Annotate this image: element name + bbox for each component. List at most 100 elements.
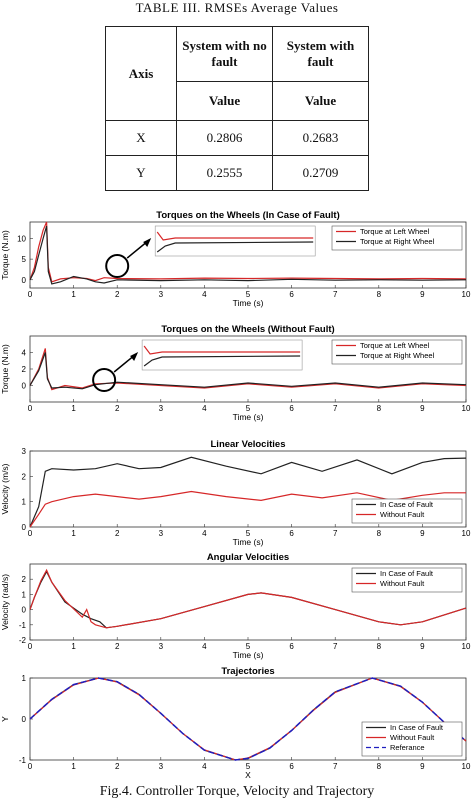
legend-label: Torque at Left Wheel [360,227,430,236]
y-tick-label: 0 [22,606,27,615]
x-tick-label: 6 [289,642,294,651]
zoom-arrowhead [130,352,139,361]
y-tick-label: 2 [22,575,27,584]
zoom-circle-marker [105,254,130,278]
zoom-inset [154,225,316,257]
x-tick-label: 0 [28,762,33,771]
header-axis: Axis [105,26,177,121]
y-tick-label: 1 [22,674,27,683]
x-tick-label: 7 [333,404,338,413]
legend-label: Torque at Left Wheel [360,341,430,350]
x-tick-label: 7 [333,290,338,299]
series-line-1 [29,352,467,390]
legend-box [351,567,463,593]
y-tick-label: 4 [22,349,27,358]
x-tick-label: 9 [420,642,425,651]
y-tick-label: 1 [22,498,27,507]
x-tick-label: 1 [71,642,76,651]
inset-line-right [143,355,301,367]
legend-label: Without Fault [390,733,435,742]
y-axis-label: Torque (N.m) [0,230,10,280]
x-tick-label: 7 [333,529,338,538]
header-fault: System with fault [272,26,369,82]
legend-label: Torque at Right Wheel [360,351,435,360]
header-no-fault: System with no fault [176,26,273,82]
x-tick-label: 6 [289,529,294,538]
x-tick-label: 1 [71,290,76,299]
inset-line-right [156,241,314,253]
legend-label: Torque at Right Wheel [360,237,435,246]
legend-label: In Case of Fault [380,500,434,509]
x-tick-label: 2 [115,529,120,538]
y-tick-label: -1 [19,756,27,765]
row-axis-y: Y [105,155,177,191]
x-tick-label: 5 [246,529,251,538]
x-tick-label: 3 [159,529,164,538]
chart-title: Linear Velocities [211,439,286,450]
x-tick-label: 2 [115,762,120,771]
x-tick-label: 0 [28,290,33,299]
x-tick-label: 8 [377,404,382,413]
y-tick-label: 0 [22,382,27,391]
legend-box [351,498,463,524]
x-tick-label: 0 [28,404,33,413]
x-tick-label: 5 [246,642,251,651]
x-tick-label: 4 [202,404,207,413]
x-tick-label: 10 [462,290,471,299]
row-x-fault: 0.2683 [272,120,369,156]
x-tick-label: 2 [115,642,120,651]
x-tick-label: 10 [462,642,471,651]
x-axis-label: Time (s) [233,650,264,660]
y-tick-label: 0 [22,523,27,532]
y-axis-label: Y [0,716,10,722]
x-tick-label: 10 [462,404,471,413]
torque-fault-chart: Torques on the Wheels (In Case of Fault)… [0,210,471,308]
x-tick-label: 4 [202,529,207,538]
x-tick-label: 2 [115,404,120,413]
x-tick-label: 8 [377,762,382,771]
x-tick-label: 7 [333,762,338,771]
row-axis-x: X [105,120,177,156]
inset-line-left [143,345,301,355]
x-tick-label: 10 [462,762,471,771]
series-line-0 [29,456,467,528]
legend-label: Referance [390,743,425,752]
x-tick-label: 9 [420,762,425,771]
y-tick-label: -1 [19,621,27,630]
x-tick-label: 4 [202,762,207,771]
linear-velocity-chart: Linear Velocities 0 1 2 3 4 5 6 7 8 9 10 0 1 2 3 Time (s… [0,439,471,547]
x-axis-label: Time (s) [233,298,264,308]
zoom-inset [141,339,303,371]
y-tick-label: 10 [17,235,26,244]
x-tick-label: 6 [289,762,294,771]
x-tick-label: 2 [115,290,120,299]
row-y-no-fault: 0.2555 [176,155,273,191]
x-tick-label: 9 [420,529,425,538]
row-x-no-fault: 0.2806 [176,120,273,156]
x-axis-label: X [245,770,251,779]
x-tick-label: 1 [71,762,76,771]
zoom-arrowhead [143,238,152,247]
x-tick-label: 8 [377,529,382,538]
x-tick-label: 0 [28,529,33,538]
y-tick-label: 0 [22,715,27,724]
legend-label: Without Fault [380,579,425,588]
x-tick-label: 10 [462,529,471,538]
chart-title: Torques on the Wheels (Without Fault) [161,324,334,335]
y-tick-label: 2 [22,472,27,481]
series-line-1 [29,225,467,285]
x-axis-label: Time (s) [233,412,264,422]
y-tick-label: 0 [22,276,27,285]
x-tick-label: 6 [289,290,294,299]
y-axis-label: Velocity (rad/s) [0,574,10,630]
x-tick-label: 4 [202,290,207,299]
inset-line-left [156,231,314,241]
rmse-table: Axis System with no fault System with fa… [105,26,369,191]
x-tick-label: 7 [333,642,338,651]
x-tick-label: 5 [246,290,251,299]
y-tick-label: 2 [22,365,27,374]
x-tick-label: 9 [420,290,425,299]
x-tick-label: 1 [71,404,76,413]
table-caption: TABLE III. RMSEs Average Values [135,0,339,15]
